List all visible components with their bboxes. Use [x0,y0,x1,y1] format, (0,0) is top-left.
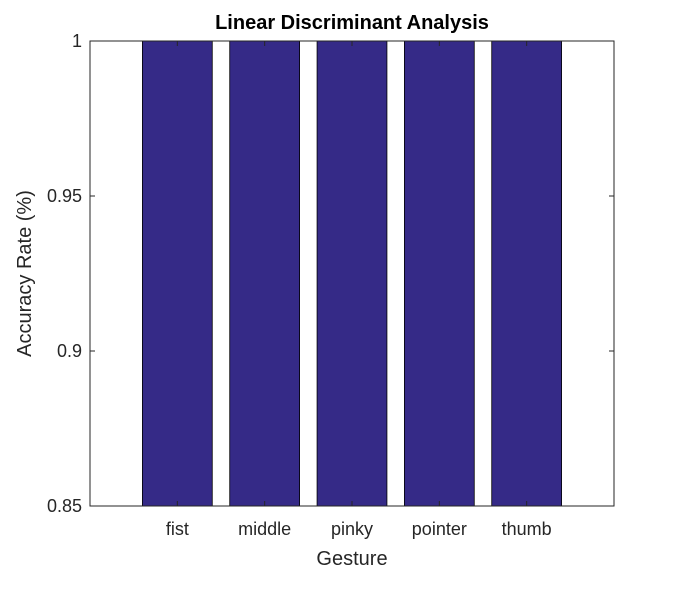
x-tick-label-pinky: pinky [331,519,373,539]
y-tick-label-2: 0.95 [47,186,82,206]
chart-title: Linear Discriminant Analysis [215,12,489,34]
bars-layer [141,40,563,507]
x-axis-label: Gesture [316,548,387,570]
x-tick-label-thumb: thumb [502,519,552,539]
bar-pinky [316,40,388,507]
y-tick-label-3: 1 [72,31,82,51]
y-tick-label-0: 0.85 [47,496,82,516]
x-tick-label-pointer: pointer [412,519,467,539]
bar-thumb [491,40,563,507]
x-tick-label-middle: middle [238,519,291,539]
y-tick-label-1: 0.9 [57,341,82,361]
bar-middle [229,40,301,507]
bar-fist [141,40,213,507]
ticks-layer: fist middle pinky pointer thumb 0.85 0.9 0.95 1 [47,31,614,539]
bar-pointer [403,40,475,507]
x-tick-label-fist: fist [166,519,189,539]
y-axis-label: Accuracy Rate (%) [14,190,36,357]
